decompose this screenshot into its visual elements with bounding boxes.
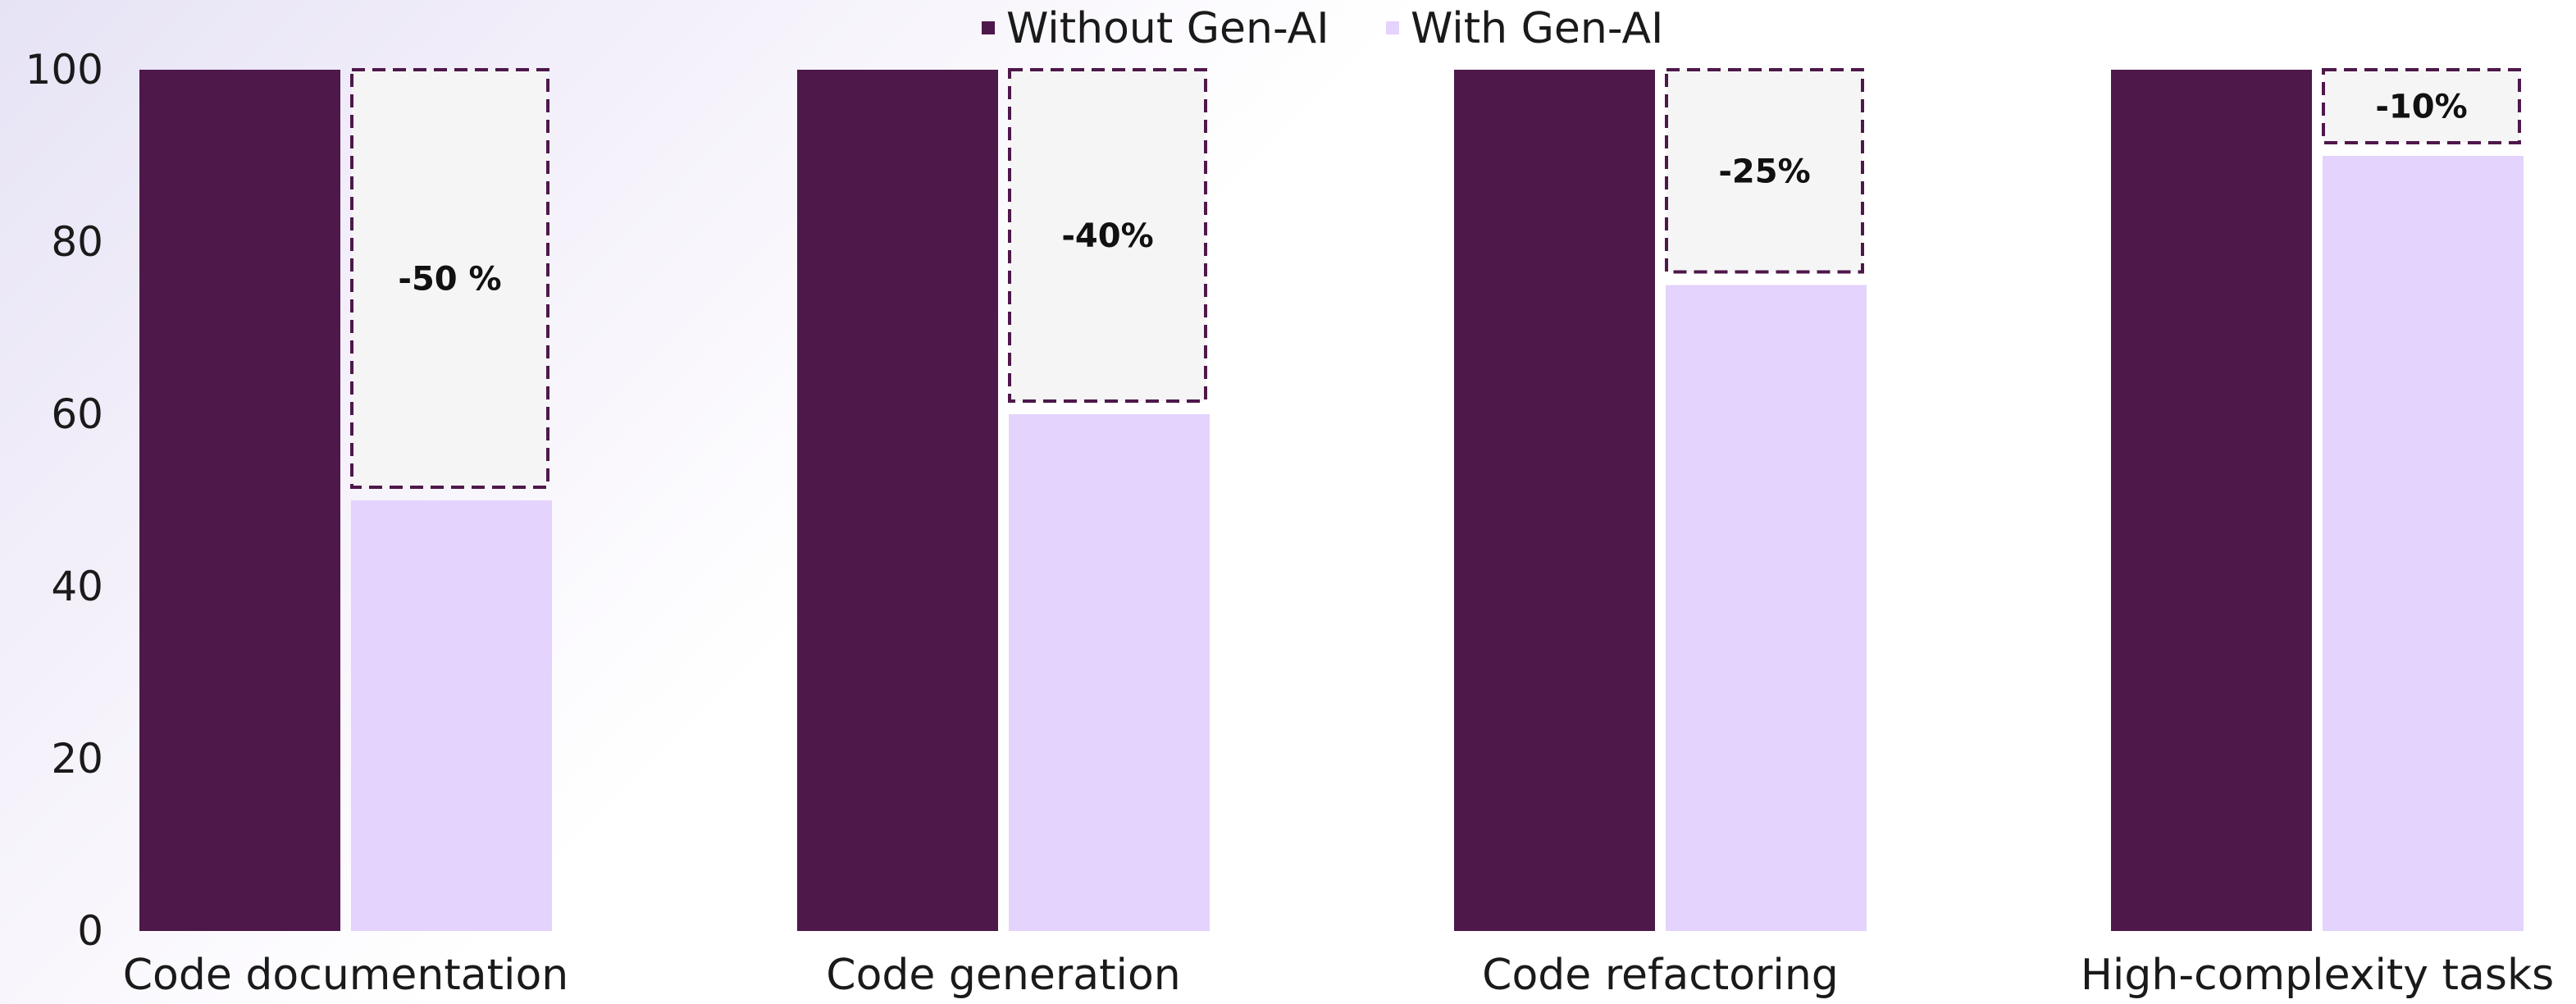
y-tick-label: 40	[51, 563, 103, 610]
category-label: Code refactoring	[1482, 951, 1839, 1000]
reduction-box	[350, 68, 549, 489]
legend-swatch	[1386, 21, 1399, 34]
reduction-box	[1008, 68, 1207, 403]
category-label: High-complexity tasks	[2081, 951, 2554, 1000]
category-label: Code generation	[826, 951, 1180, 1000]
reduction-annotations: -50 % -40% -25% -10%	[350, 68, 2521, 489]
bars	[139, 70, 2524, 931]
bar-without-gen-ai	[2111, 70, 2312, 931]
y-tick-label: 100	[25, 46, 103, 94]
reduction-label: -25%	[1718, 153, 1810, 190]
reduction-box	[1665, 68, 1864, 274]
legend: Without Gen-AI With Gen-AI	[982, 4, 1663, 53]
category-label: Code documentation	[123, 951, 569, 1000]
x-axis: Code documentation Code generation Code re…	[123, 951, 2554, 1000]
y-tick-label: 0	[77, 907, 103, 955]
bar-with-gen-ai	[1666, 285, 1867, 931]
legend-label: With Gen-AI	[1411, 4, 1663, 53]
y-tick-label: 60	[51, 390, 103, 438]
bar-with-gen-ai	[2323, 156, 2524, 931]
reduction-box	[2322, 68, 2521, 144]
reduction-label: -10%	[2375, 89, 2467, 126]
y-tick-label: 20	[51, 735, 103, 783]
bar-with-gen-ai	[1009, 414, 1210, 931]
bar-without-gen-ai	[797, 70, 998, 931]
bar-without-gen-ai	[1454, 70, 1655, 931]
reduction-label: -40%	[1061, 217, 1153, 255]
y-axis: 0 20 40 60 80 100	[25, 46, 103, 955]
bar-with-gen-ai	[351, 500, 552, 931]
y-tick-label: 80	[51, 218, 103, 266]
legend-label: Without Gen-AI	[1006, 4, 1329, 53]
bar-without-gen-ai	[139, 70, 340, 931]
reduction-label: -50 %	[398, 261, 501, 299]
legend-swatch	[982, 21, 995, 34]
